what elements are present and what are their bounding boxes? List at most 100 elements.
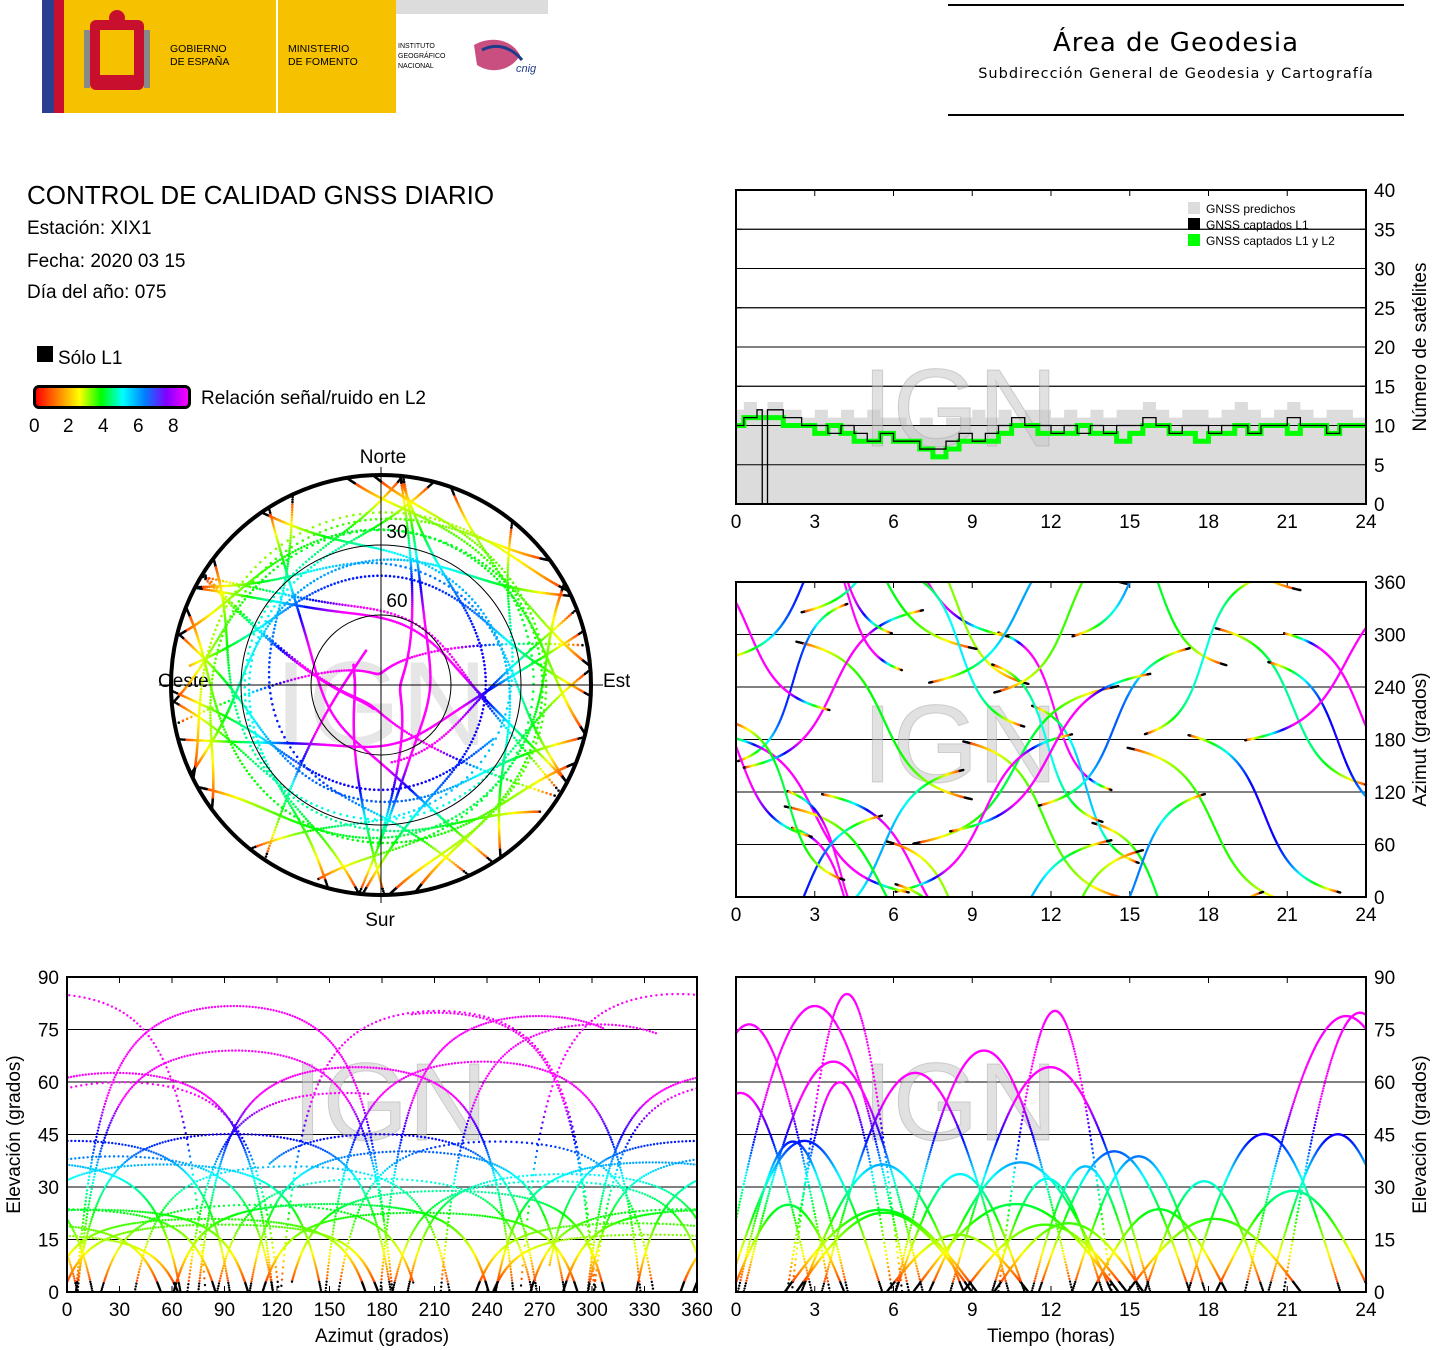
track-point xyxy=(261,752,264,755)
track-point xyxy=(257,764,260,768)
track-point xyxy=(353,605,356,608)
track-point xyxy=(281,589,285,593)
track-point xyxy=(355,786,359,789)
track-point xyxy=(393,613,397,616)
track-point xyxy=(415,555,418,558)
track-point xyxy=(392,787,395,791)
track-point xyxy=(419,583,422,587)
track-point xyxy=(504,795,508,799)
track-point xyxy=(208,582,212,585)
track-point xyxy=(508,731,512,735)
track-point xyxy=(215,639,218,643)
track-point xyxy=(251,749,255,752)
track-point xyxy=(470,556,473,560)
track-point xyxy=(256,844,259,848)
track-point xyxy=(283,564,286,567)
track-point xyxy=(410,531,414,535)
track-point xyxy=(263,568,267,572)
track-point xyxy=(226,651,229,654)
track-point xyxy=(514,593,518,597)
track-point xyxy=(351,800,354,803)
track-point xyxy=(412,537,416,541)
track-point xyxy=(323,586,326,589)
track-point xyxy=(351,524,355,527)
track-point xyxy=(403,729,406,733)
track-point xyxy=(506,790,510,793)
track-point xyxy=(509,530,513,534)
track-point xyxy=(378,523,381,526)
track-point xyxy=(317,773,321,777)
track-point xyxy=(225,605,228,608)
track-point xyxy=(269,697,273,701)
track-point xyxy=(448,577,451,581)
track-point xyxy=(363,879,367,882)
ign-grey-band xyxy=(396,0,548,14)
track-point xyxy=(303,544,306,548)
track-point xyxy=(528,748,532,752)
track-point xyxy=(214,641,217,645)
area-title: Área de Geodesia xyxy=(948,28,1404,58)
track-point xyxy=(458,821,462,824)
track-point xyxy=(292,758,295,762)
track-point xyxy=(342,669,346,672)
track-point xyxy=(476,800,479,804)
track-point xyxy=(417,836,420,839)
track-point xyxy=(532,628,536,632)
track-point xyxy=(375,608,379,612)
track-point xyxy=(292,750,295,754)
track-point xyxy=(358,790,362,793)
track-point xyxy=(314,599,318,602)
track-point xyxy=(295,772,298,776)
track-point xyxy=(547,705,551,708)
track-point xyxy=(300,761,303,765)
track-point xyxy=(280,611,283,614)
track-point xyxy=(447,593,451,597)
track-point xyxy=(546,775,549,779)
track-point xyxy=(392,829,396,833)
track-point xyxy=(506,568,510,572)
track-point xyxy=(511,589,515,593)
track-point xyxy=(305,824,309,828)
track-point xyxy=(477,638,480,641)
ign-line3: NACIONAL xyxy=(398,63,434,70)
track-point xyxy=(494,629,498,632)
track-point xyxy=(216,637,220,641)
track-point xyxy=(378,814,382,817)
track-point xyxy=(510,526,513,529)
track-point xyxy=(213,727,217,731)
track-point xyxy=(445,777,449,781)
track-point xyxy=(324,776,328,780)
track-point xyxy=(197,721,200,725)
track-point xyxy=(196,729,200,733)
track-point xyxy=(377,843,380,846)
track-point xyxy=(498,719,502,722)
track-point xyxy=(443,574,447,578)
track-point xyxy=(257,597,261,600)
track-point xyxy=(438,785,442,789)
track-point xyxy=(269,513,272,517)
track-point xyxy=(424,827,428,831)
track-point xyxy=(352,513,355,517)
track-point xyxy=(304,675,307,678)
track-point xyxy=(223,735,227,738)
track-point xyxy=(468,544,472,547)
track-point xyxy=(507,608,511,612)
track-point xyxy=(447,775,450,778)
track-point xyxy=(275,823,279,826)
track-point xyxy=(402,812,406,816)
track-point xyxy=(363,575,367,578)
track-point xyxy=(410,572,413,576)
track-point xyxy=(275,534,278,538)
track-point xyxy=(405,492,408,495)
track-point xyxy=(452,756,455,759)
track-point xyxy=(535,718,539,722)
track-point xyxy=(272,524,275,527)
track-point xyxy=(274,561,277,564)
track-point xyxy=(344,603,347,607)
track-point xyxy=(496,716,500,720)
track-point xyxy=(248,591,252,595)
track-point xyxy=(456,865,460,868)
track-point xyxy=(255,596,259,600)
track-point xyxy=(453,798,457,801)
track-point xyxy=(492,575,496,578)
